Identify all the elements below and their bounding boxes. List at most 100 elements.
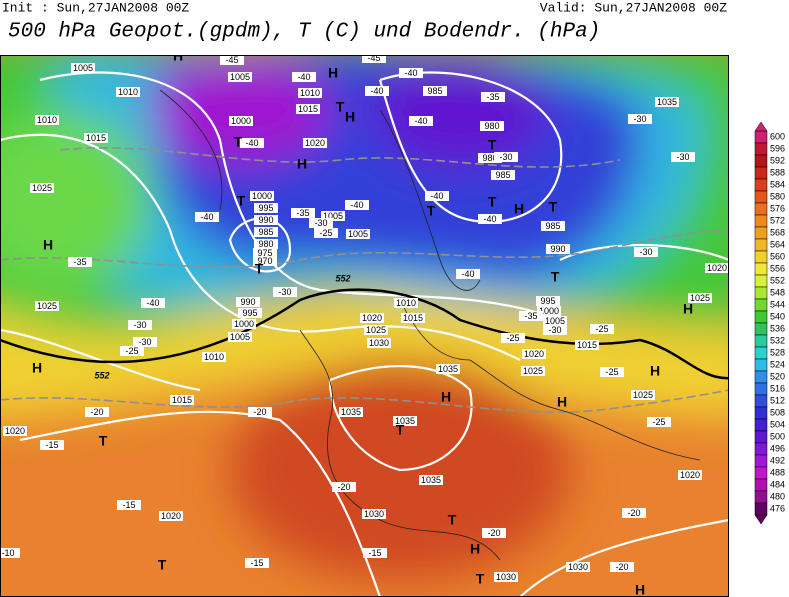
height-label: 552 (335, 273, 350, 283)
isobar-label: 995 (258, 203, 273, 213)
isobar-label: 1020 (5, 426, 25, 436)
colorbar-swatch (754, 430, 768, 444)
colorbar-swatch (754, 190, 768, 204)
isobar-label-box (401, 313, 425, 323)
temperature-label-box (292, 72, 316, 82)
isobar-label: 1000 (234, 319, 254, 329)
colorbar-swatch (754, 238, 768, 252)
colorbar-swatch (754, 250, 768, 264)
isobar-label: 1005 (230, 332, 250, 342)
colorbar-swatch (754, 442, 768, 456)
temperature-label: -35 (296, 208, 309, 218)
temperature-label-box (141, 298, 165, 308)
colorbar-tick-label: 580 (770, 191, 785, 201)
isobar-label: 1025 (633, 390, 653, 400)
temperature-label: -20 (253, 407, 266, 417)
isobar-label-box (364, 325, 388, 335)
temperature-label-box (543, 325, 567, 335)
isobar-label-box (303, 138, 327, 148)
pressure-center: T (551, 269, 560, 285)
isobar-label: 1035 (395, 416, 415, 426)
pressure-center: T (488, 194, 497, 210)
colorbar-tick-label: 592 (770, 155, 785, 165)
isobar-label-box (254, 203, 278, 213)
temperature-label-box (425, 191, 449, 201)
temperature-label: -35 (524, 311, 537, 321)
valid-time: Valid: Sun,27JAN2008 00Z (540, 0, 727, 15)
temperature-label-box (117, 500, 141, 510)
pressure-center: H (345, 109, 355, 125)
isobar-label-box (170, 395, 194, 405)
colorbar-swatch (754, 226, 768, 240)
temperature-label-box (628, 114, 652, 124)
colorbar-swatch (754, 322, 768, 336)
isobar-label-box (254, 227, 278, 237)
isobar-label: 1025 (32, 183, 52, 193)
colorbar-tick-label: 544 (770, 299, 785, 309)
isobar-label: 1025 (366, 325, 386, 335)
temperature-label: -40 (461, 269, 474, 279)
temperature-label: -30 (633, 114, 646, 124)
isobar-label: 1030 (369, 338, 389, 348)
isobar-label: 1005 (73, 63, 93, 73)
pressure-center: T (549, 199, 558, 215)
temperature-label: -45 (225, 55, 238, 65)
temperature-label: -30 (639, 247, 652, 257)
pressure-center: T (158, 557, 167, 573)
isobar-label: 1005 (348, 229, 368, 239)
isobar-label-box (232, 319, 256, 329)
isobar-label-box (254, 215, 278, 225)
isobar-lines (0, 71, 729, 597)
isobar-label: 1035 (438, 364, 458, 374)
isobar-label: 1035 (421, 475, 441, 485)
temperature-label: -20 (627, 508, 640, 518)
isobar-label-box (236, 297, 260, 307)
temperature-label-box (314, 228, 338, 238)
colorbar-top-arrow (754, 121, 768, 132)
isobar-label: 1010 (204, 352, 224, 362)
isobar-label: 1025 (37, 301, 57, 311)
colorbar-swatch (754, 358, 768, 372)
colorbar-bottom-arrow (754, 514, 768, 525)
isobar-label-box (480, 121, 504, 131)
temperature-label: -15 (122, 500, 135, 510)
colorbar-swatch (754, 202, 768, 216)
temperature-label-box (120, 346, 144, 356)
isobar-label: 1015 (577, 340, 597, 350)
isobar-label: 1010 (396, 298, 416, 308)
height-contour-552 (0, 288, 729, 380)
isobar-label-box (522, 349, 546, 359)
isobar-label-box (423, 86, 447, 96)
temperature-label: -25 (605, 367, 618, 377)
colorbar-tick-label: 588 (770, 167, 785, 177)
isobar-label-box (253, 248, 277, 258)
isobar-label-box (543, 316, 567, 326)
isobar-label: 990 (258, 215, 273, 225)
colorbar-tick-label: 496 (770, 443, 785, 453)
temperature-label-box (634, 247, 658, 257)
isobar-label: 1015 (298, 104, 318, 114)
isobar-label: 1020 (680, 470, 700, 480)
colorbar-tick-label: 564 (770, 239, 785, 249)
isotherm-lines (0, 147, 729, 413)
temperature-label-box (590, 324, 614, 334)
isobar-label-box (35, 115, 59, 125)
pressure-center: H (650, 363, 660, 379)
colorbar-tick-label: 516 (770, 383, 785, 393)
colorbar-swatch (754, 454, 768, 468)
temperature-label: -45 (367, 53, 380, 63)
temperature-label: -40 (245, 138, 258, 148)
isobar-label: 1010 (118, 87, 138, 97)
isobar-label-box (238, 308, 262, 318)
temperature-label-box (332, 482, 356, 492)
isobar-label: 1035 (657, 97, 677, 107)
isobar-label-box (228, 72, 252, 82)
colorbar-tick-label: 504 (770, 419, 785, 429)
init-time: Init : Sun,27JAN2008 00Z (2, 0, 189, 15)
temperature-label-box (399, 68, 423, 78)
colorbar-tick-label: 600 (770, 131, 785, 141)
isobar-label: 1030 (568, 562, 588, 572)
field-shading (0, 55, 729, 580)
isobar-label: 1015 (403, 313, 423, 323)
